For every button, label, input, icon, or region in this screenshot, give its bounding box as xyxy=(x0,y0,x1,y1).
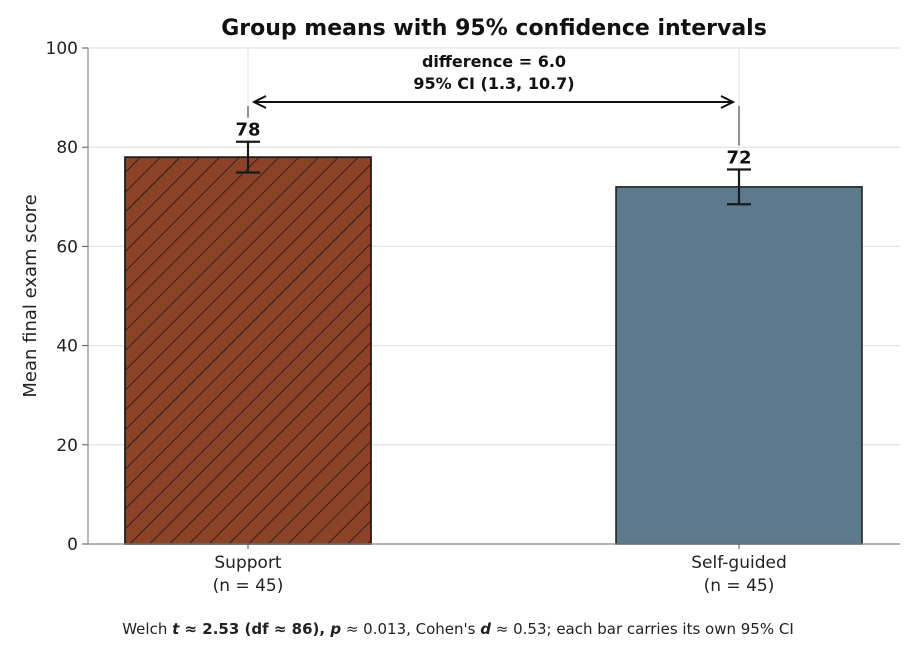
x-tick-n-label: (n = 45) xyxy=(704,576,775,596)
bar-hatch-1 xyxy=(124,156,372,545)
annotation-line-1: difference = 6.0 xyxy=(422,52,566,71)
difference-annotation xyxy=(247,95,740,146)
x-tick-n-label: (n = 45) xyxy=(213,576,284,596)
value-labels: 78 72 xyxy=(235,120,751,169)
chart-title: Group means with 95% confidence interval… xyxy=(221,16,767,41)
y-axis-label: Mean final exam score xyxy=(20,194,41,397)
footnote-part-4: ≈ 0.53; each bar carries its own 95% CI xyxy=(491,620,794,638)
y-tick-labels: 0 20 40 60 80 100 xyxy=(46,39,78,555)
footnote-p-symbol: p xyxy=(329,620,341,638)
difference-arrowhead-right xyxy=(720,95,736,109)
bar-2 xyxy=(615,186,863,545)
footnote: Welch t ≈ 2.53 (df ≈ 86), p ≈ 0.013, Coh… xyxy=(122,620,794,638)
value-label-2: 72 xyxy=(726,148,751,169)
x-tick-label: Self-guided xyxy=(691,553,787,573)
y-tick-label: 0 xyxy=(67,535,78,555)
axes xyxy=(82,47,900,549)
footnote-t-symbol: t xyxy=(172,620,180,638)
footnote-part-2: ≈ 2.53 (df ≈ 86), xyxy=(179,620,330,638)
difference-arrowhead-left xyxy=(251,95,267,109)
bars xyxy=(124,156,863,545)
footnote-part-3: ≈ 0.013, Cohen's xyxy=(341,620,480,638)
annotation-line-2: 95% CI (1.3, 10.7) xyxy=(413,74,574,93)
value-label-1: 78 xyxy=(235,120,260,141)
y-tick-label: 100 xyxy=(46,39,78,59)
y-tick-label: 40 xyxy=(56,337,78,357)
x-tick-labels: Support (n = 45) Self-guided (n = 45) xyxy=(213,553,787,596)
footnote-d-symbol: d xyxy=(480,620,491,638)
y-tick-label: 80 xyxy=(56,138,78,158)
y-tick-label: 20 xyxy=(56,436,78,456)
error-bars xyxy=(236,140,751,206)
x-tick-label: Support xyxy=(214,553,282,573)
y-tick-label: 60 xyxy=(56,237,78,257)
footnote-part-1: Welch xyxy=(122,620,172,638)
